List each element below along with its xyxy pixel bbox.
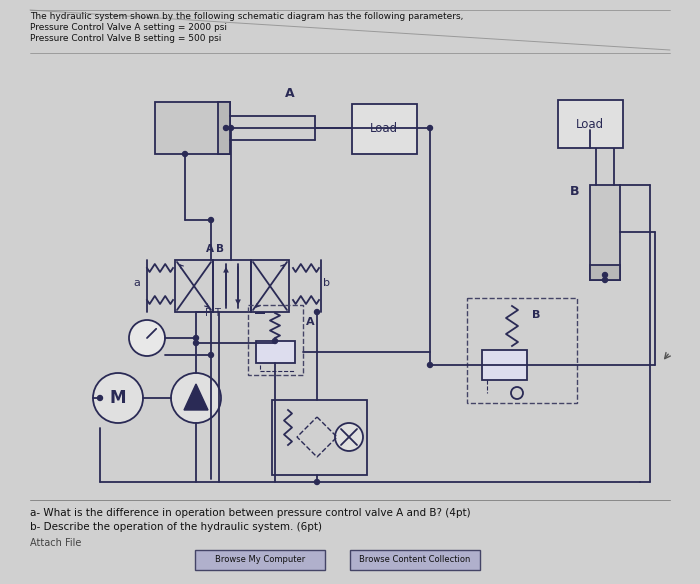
Bar bbox=[218, 102, 230, 154]
Bar bbox=[467, 298, 577, 403]
Circle shape bbox=[223, 126, 228, 130]
Bar bbox=[590, 265, 620, 280]
Bar bbox=[175, 260, 213, 312]
Text: P: P bbox=[205, 308, 211, 318]
Circle shape bbox=[314, 479, 319, 485]
Text: M: M bbox=[110, 389, 126, 407]
Text: a- What is the difference in operation between pressure control valve A and B? (: a- What is the difference in operation b… bbox=[30, 508, 470, 518]
Text: Load: Load bbox=[370, 123, 398, 135]
Text: The hydraulic system shown by the following schematic diagram has the following : The hydraulic system shown by the follow… bbox=[30, 12, 463, 21]
Circle shape bbox=[314, 310, 319, 315]
Circle shape bbox=[228, 126, 234, 130]
Circle shape bbox=[97, 395, 102, 401]
Polygon shape bbox=[184, 384, 208, 410]
Text: a: a bbox=[133, 278, 140, 288]
Text: Browse My Computer: Browse My Computer bbox=[215, 555, 305, 565]
Circle shape bbox=[603, 273, 608, 277]
Text: B: B bbox=[570, 185, 580, 198]
Circle shape bbox=[129, 320, 165, 356]
Text: Load: Load bbox=[576, 117, 604, 130]
Circle shape bbox=[335, 423, 363, 451]
Circle shape bbox=[209, 353, 214, 357]
Circle shape bbox=[193, 335, 199, 340]
Circle shape bbox=[209, 217, 214, 223]
Circle shape bbox=[428, 363, 433, 367]
Circle shape bbox=[428, 126, 433, 130]
Text: Pressure Control Valve A setting = 2000 psi: Pressure Control Valve A setting = 2000 … bbox=[30, 23, 227, 32]
Circle shape bbox=[193, 340, 199, 346]
Circle shape bbox=[171, 373, 221, 423]
Text: b- Describe the operation of the hydraulic system. (6pt): b- Describe the operation of the hydraul… bbox=[30, 522, 322, 532]
Bar bbox=[352, 104, 417, 154]
Bar bbox=[350, 550, 480, 570]
Bar bbox=[213, 260, 251, 312]
Circle shape bbox=[603, 277, 608, 283]
Bar bbox=[195, 550, 325, 570]
Text: Browse Content Collection: Browse Content Collection bbox=[359, 555, 470, 565]
Circle shape bbox=[93, 373, 143, 423]
Text: A: A bbox=[206, 244, 214, 254]
Text: Attach File: Attach File bbox=[30, 538, 81, 548]
Bar bbox=[256, 341, 295, 363]
Bar bbox=[272, 400, 367, 475]
Text: b: b bbox=[323, 278, 330, 288]
Bar bbox=[590, 185, 620, 280]
Text: T: T bbox=[214, 308, 220, 318]
Bar bbox=[251, 260, 289, 312]
Text: A: A bbox=[306, 317, 314, 327]
Circle shape bbox=[272, 339, 277, 343]
Bar bbox=[155, 102, 230, 154]
Text: B: B bbox=[532, 310, 540, 320]
Bar bbox=[248, 305, 303, 375]
Bar bbox=[482, 350, 527, 380]
Bar bbox=[558, 100, 623, 148]
Text: B: B bbox=[216, 244, 224, 254]
Circle shape bbox=[183, 151, 188, 157]
Text: Pressure Control Valve B setting = 500 psi: Pressure Control Valve B setting = 500 p… bbox=[30, 34, 221, 43]
Text: A: A bbox=[285, 87, 295, 100]
